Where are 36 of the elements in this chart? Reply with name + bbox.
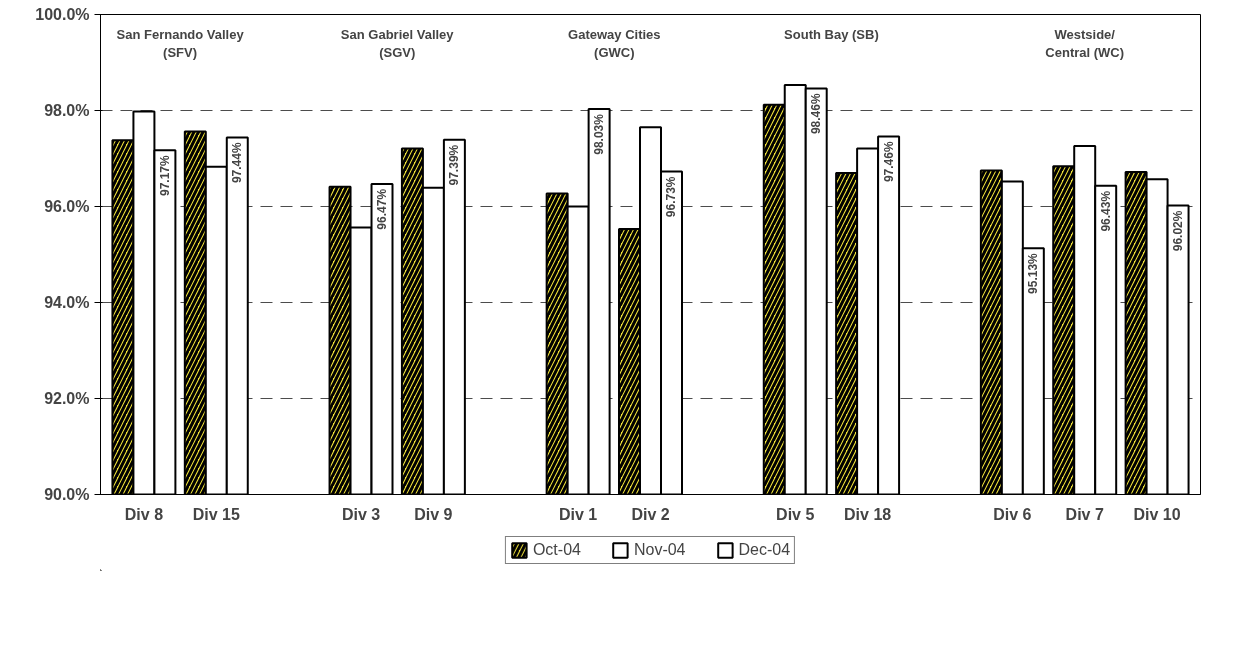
data-label: 96.47% — [375, 188, 390, 230]
annotation: San Gabriel Valley (SGV) — [340, 26, 455, 60]
data-label: 97.44% — [230, 142, 245, 184]
legend-label: Nov-04 — [633, 541, 686, 559]
data-label: 96.02% — [1171, 210, 1186, 252]
y-tick-label: 100.0% — [35, 6, 90, 23]
y-tick-label: 98.0% — [44, 102, 90, 119]
x-tick-label: Div 3 — [341, 505, 381, 523]
legend-label: Oct-04 — [532, 541, 581, 559]
annotation: Gateway Cities (GWC) — [568, 26, 661, 60]
data-label: 96.43% — [1098, 190, 1113, 232]
data-label: 98.03% — [592, 113, 607, 155]
data-label: 96.73% — [664, 176, 679, 218]
data-label: 97.39% — [447, 144, 462, 186]
x-tick-label: Div 7 — [1065, 505, 1104, 523]
x-tick-label: Div 1 — [559, 505, 598, 523]
x-tick-label: Div 5 — [776, 505, 815, 523]
y-tick-label: 96.0% — [44, 198, 90, 215]
x-tick-label: Div 18 — [844, 505, 892, 523]
annotation: Westside/ Central (WC) — [1045, 26, 1125, 60]
annotation: San Fernando Valley (SFV) — [116, 26, 245, 60]
x-tick-label: Div 9 — [414, 505, 453, 523]
data-label: 98.46% — [809, 93, 824, 135]
x-tick-label: Div 2 — [631, 505, 670, 523]
x-tick-label: Div 15 — [192, 505, 240, 523]
x-tick-label: Div 6 — [993, 505, 1032, 523]
legend-label: Dec-04 — [738, 541, 791, 559]
y-tick-label: 94.0% — [44, 294, 90, 311]
annotation: South Bay (SB) — [784, 26, 879, 42]
x-tick-label: Div 10 — [1133, 505, 1181, 523]
data-label: 97.46% — [881, 141, 896, 183]
x-tick-label: Div 8 — [124, 505, 164, 523]
y-tick-label: 92.0% — [44, 390, 90, 407]
data-label: 95.13% — [1026, 252, 1041, 294]
y-tick-label: 90.0% — [44, 486, 90, 503]
data-label: 97.17% — [157, 155, 172, 197]
